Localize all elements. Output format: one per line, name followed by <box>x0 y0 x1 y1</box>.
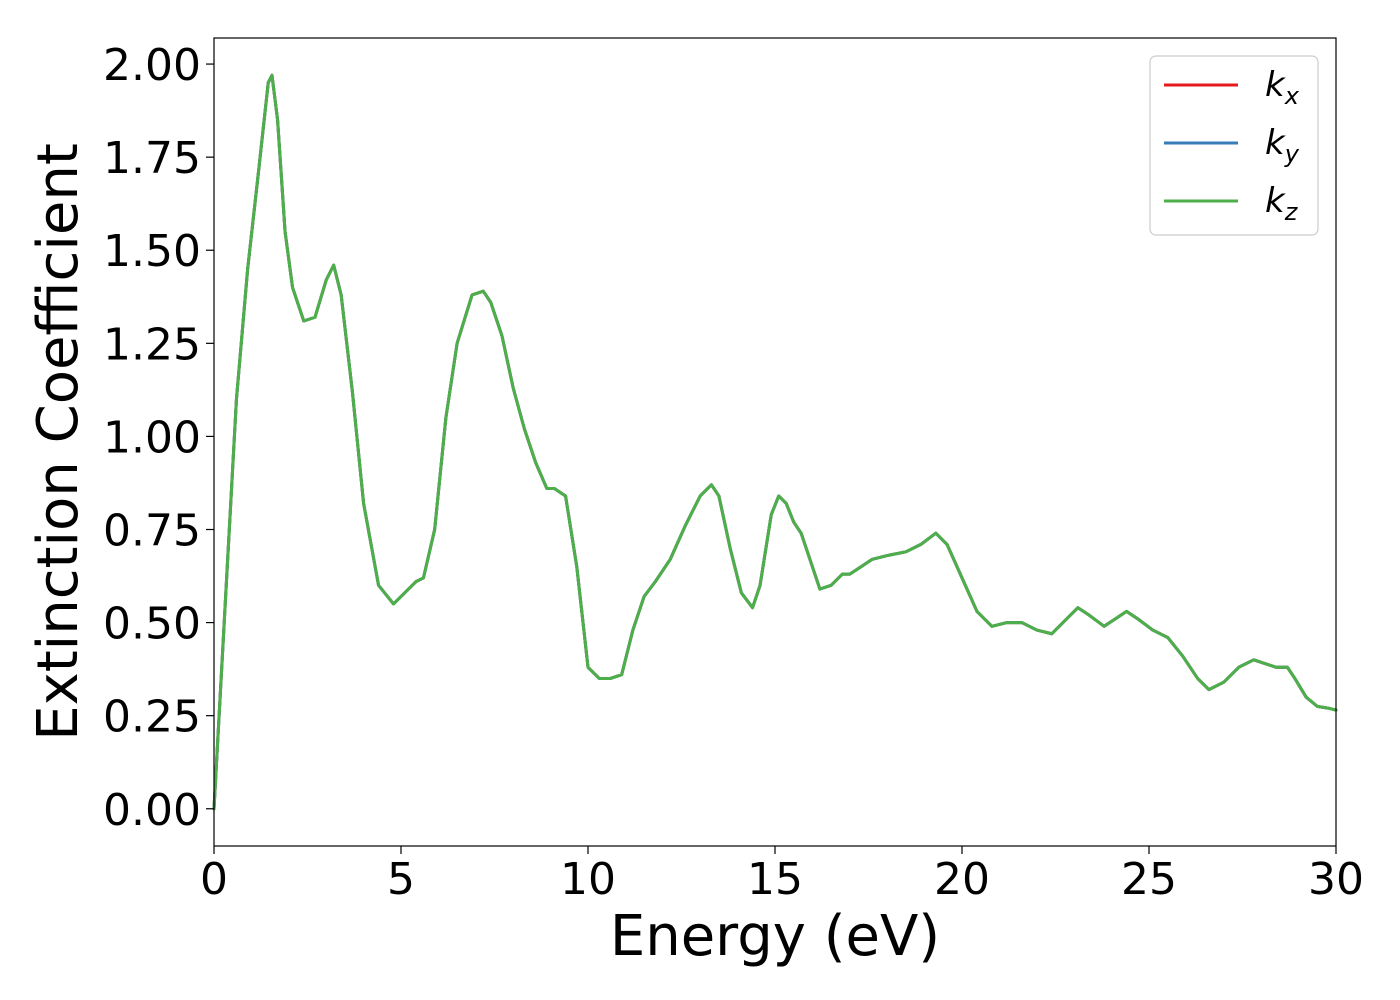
y-tick-label: 0.25 <box>103 692 201 743</box>
y-tick-label: 1.75 <box>103 133 201 184</box>
x-tick-label: 25 <box>1121 854 1177 905</box>
x-tick-label: 0 <box>200 854 228 905</box>
y-tick-label: 1.00 <box>103 412 201 463</box>
x-tick-label: 10 <box>560 854 616 905</box>
x-axis-label: Energy (eV) <box>610 904 940 969</box>
legend-label-z: kz <box>1265 181 1299 226</box>
series-layer <box>212 73 1338 811</box>
y-tick-label: 0.75 <box>103 506 201 557</box>
x-axis-ticks: 0 5 10 15 20 25 30 <box>200 846 1364 905</box>
y-tick-label: 1.50 <box>103 226 201 277</box>
legend-label-subscript: z <box>1284 198 1299 226</box>
x-tick-label: 15 <box>747 854 803 905</box>
legend-label-y: ky <box>1265 123 1300 168</box>
legend-label-main: k <box>1265 181 1286 221</box>
legend-box <box>1149 55 1319 236</box>
series-line-z <box>212 73 1338 811</box>
x-tick-label: 5 <box>387 854 415 905</box>
y-tick-label: 1.25 <box>103 319 201 370</box>
legend-label-x: kx <box>1265 65 1300 110</box>
y-tick-label: 2.00 <box>103 40 201 91</box>
x-tick-label: 20 <box>934 854 990 905</box>
legend-label-subscript: x <box>1284 82 1300 110</box>
y-axis-ticks: 0.00 0.25 0.50 0.75 1.00 1.25 1.50 1.75 2.00 <box>103 40 214 836</box>
y-tick-label: 0.50 <box>103 599 201 650</box>
x-tick-label: 30 <box>1308 854 1364 905</box>
legend-label-main: k <box>1265 65 1286 105</box>
y-tick-label: 0.00 <box>103 785 201 836</box>
legend-label-main: k <box>1265 123 1286 163</box>
plot-area <box>214 38 1336 846</box>
y-axis-label: Extinction Coefficient <box>26 143 91 741</box>
legend-label-subscript: y <box>1284 140 1300 168</box>
